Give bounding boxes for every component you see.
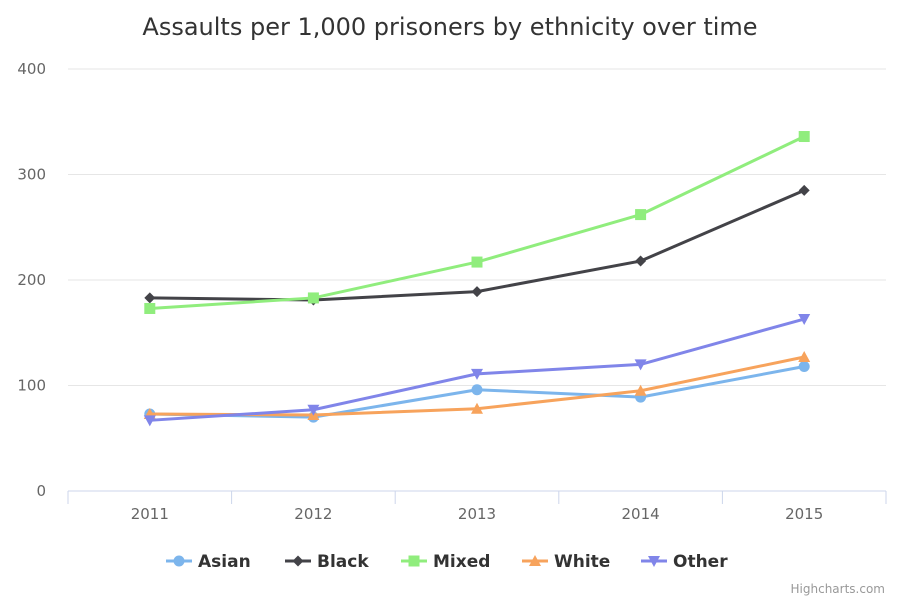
- x-tick-label: 2015: [785, 505, 823, 523]
- data-point-white[interactable]: [471, 402, 483, 414]
- legend-label: White: [554, 552, 610, 572]
- data-point-other[interactable]: [471, 368, 483, 380]
- series-black[interactable]: [144, 184, 810, 306]
- plot-area: [143, 131, 811, 427]
- data-point-other[interactable]: [634, 359, 647, 371]
- legend-item-mixed[interactable]: Mixed: [401, 552, 490, 572]
- data-point-mixed[interactable]: [798, 131, 810, 143]
- y-tick-label: 400: [17, 60, 46, 78]
- legend-label: Asian: [198, 552, 251, 572]
- data-point-asian[interactable]: [471, 384, 483, 396]
- data-point-white[interactable]: [634, 384, 647, 396]
- series-other[interactable]: [143, 314, 811, 427]
- legend-label: Other: [673, 552, 728, 572]
- data-point-other[interactable]: [143, 415, 156, 427]
- legend-marker-other: [648, 556, 660, 567]
- series-line-mixed[interactable]: [148, 135, 806, 310]
- series-line-black[interactable]: [148, 188, 806, 302]
- series-mixed[interactable]: [144, 131, 810, 314]
- legend-item-asian[interactable]: Asian: [166, 552, 251, 572]
- data-point-black[interactable]: [798, 184, 810, 196]
- y-tick-label: 200: [17, 271, 46, 289]
- chart-title: Assaults per 1,000 prisoners by ethnicit…: [142, 13, 757, 41]
- data-point-black[interactable]: [471, 286, 483, 298]
- legend-marker-asian: [173, 555, 185, 567]
- legend-marker-white: [529, 555, 541, 566]
- y-tick-label: 300: [17, 166, 46, 184]
- legend-item-other[interactable]: Other: [641, 552, 728, 572]
- legend-item-white[interactable]: White: [522, 552, 610, 572]
- data-point-other[interactable]: [798, 314, 811, 326]
- legend-marker-mixed: [408, 555, 420, 567]
- x-tick-label: 2014: [622, 505, 660, 523]
- data-point-mixed[interactable]: [307, 292, 319, 304]
- data-point-mixed[interactable]: [471, 256, 483, 268]
- data-point-mixed[interactable]: [144, 302, 156, 314]
- data-point-mixed[interactable]: [635, 209, 647, 221]
- legend-label: Black: [317, 552, 369, 572]
- data-point-black[interactable]: [635, 255, 647, 267]
- data-point-asian[interactable]: [798, 361, 810, 373]
- grid: [68, 68, 886, 386]
- data-point-other[interactable]: [307, 404, 320, 416]
- legend-item-black[interactable]: Black: [285, 552, 369, 572]
- credits-link[interactable]: Highcharts.com: [791, 582, 885, 596]
- x-tick-label: 2013: [458, 505, 496, 523]
- legend-label: Mixed: [433, 552, 490, 572]
- legend[interactable]: Asian Black Mixed White Other: [166, 552, 728, 572]
- axes: 0 100 200 300 400 2011 2012 2013 2014 2015: [17, 60, 887, 523]
- legend-marker-black: [292, 555, 304, 567]
- data-point-white[interactable]: [798, 351, 811, 363]
- x-tick-label: 2012: [294, 505, 332, 523]
- data-point-black[interactable]: [144, 292, 156, 304]
- y-tick-label: 100: [17, 377, 46, 395]
- x-tick-label: 2011: [131, 505, 169, 523]
- y-tick-label: 0: [36, 482, 46, 500]
